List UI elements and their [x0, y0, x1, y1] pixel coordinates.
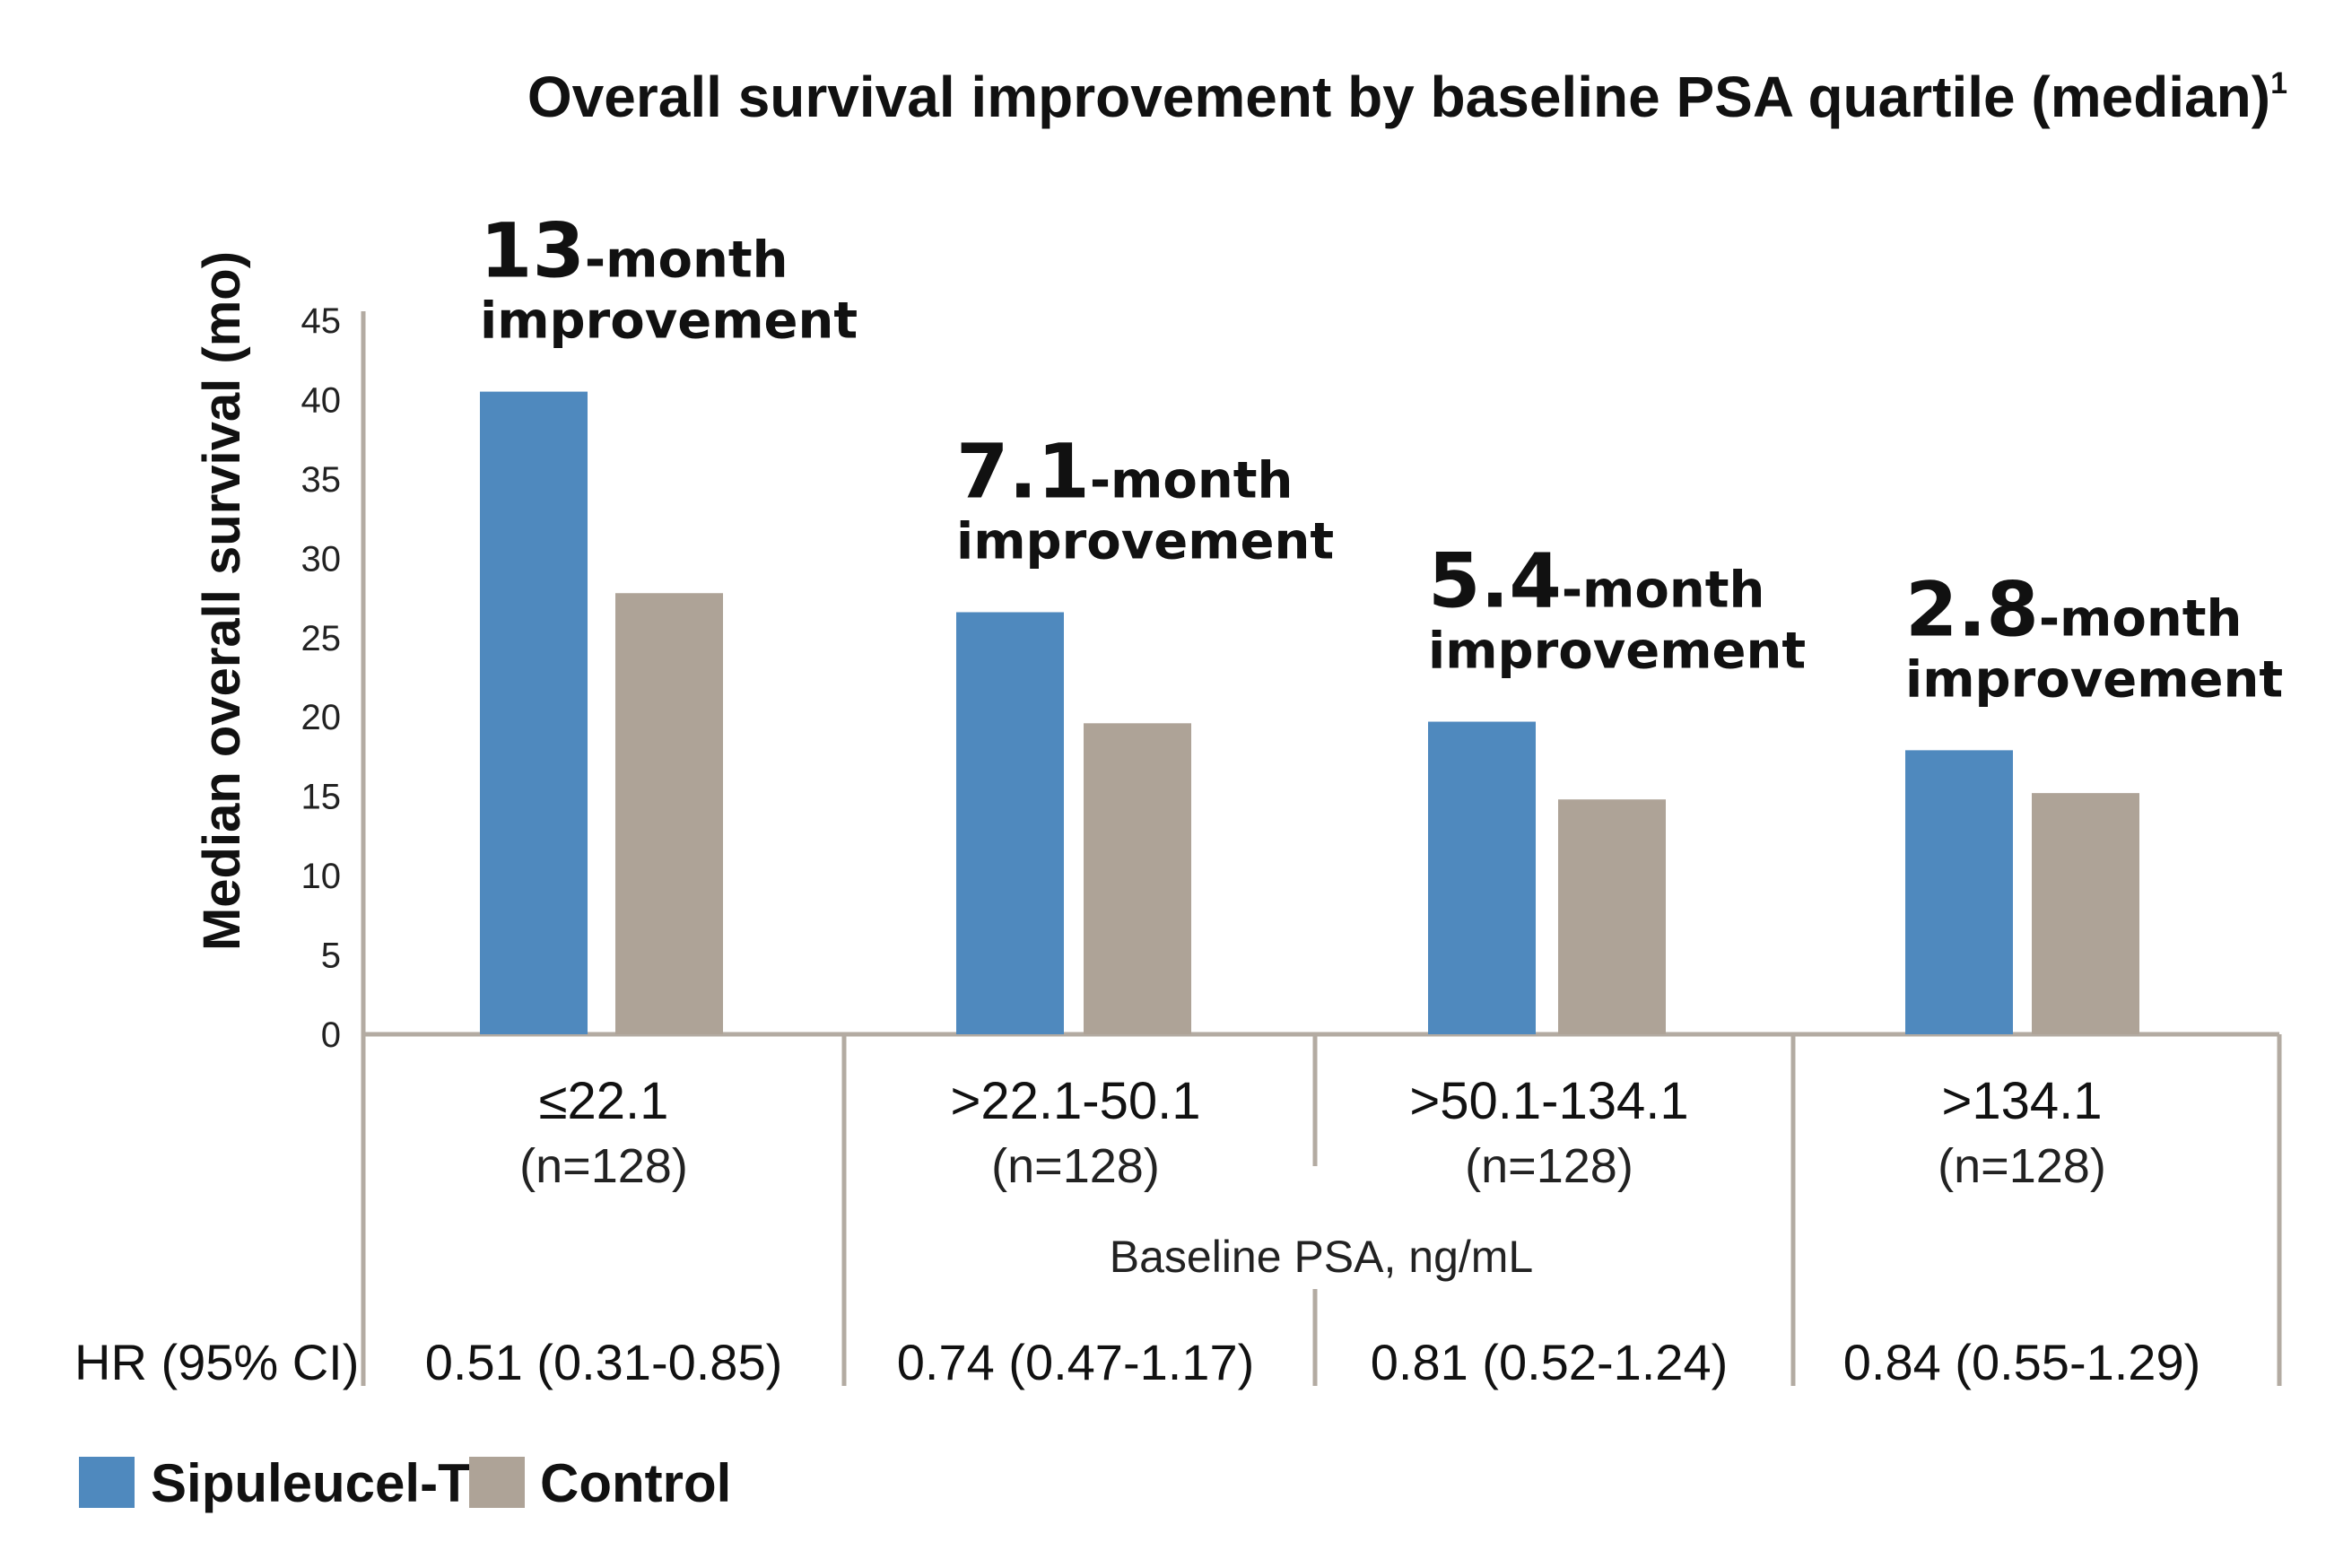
- hr-value: 0.81 (0.52-1.24): [1371, 1334, 1728, 1390]
- annotation-suffix: -month: [2039, 589, 2243, 648]
- category-n: (n=128): [519, 1139, 688, 1193]
- category-n: (n=128): [1465, 1139, 1633, 1193]
- bar-sipuleucel-t: [1428, 721, 1536, 1034]
- y-tick-label: 45: [301, 301, 342, 341]
- annotation-suffix: -month: [1562, 562, 1765, 620]
- title-superscript: 1: [2270, 66, 2287, 100]
- annotation-value: 13: [480, 207, 585, 295]
- annotation-line2: improvement: [956, 512, 1334, 571]
- y-tick-label: 25: [301, 619, 342, 658]
- annotation-line2: improvement: [1428, 623, 1806, 681]
- legend-label: Control: [540, 1453, 731, 1513]
- y-tick-label: 40: [301, 380, 342, 420]
- annotation-value: 7.1: [956, 427, 1090, 515]
- hr-values: 0.51 (0.31-0.85) 0.74 (0.47-1.17) 0.81 (0.…: [425, 1334, 2200, 1390]
- bar-sipuleucel-t: [956, 612, 1064, 1034]
- y-tick-label: 35: [301, 460, 342, 500]
- annotation-line2: improvement: [1905, 650, 2283, 709]
- bar-sipuleucel-t: [1905, 750, 2013, 1034]
- annotation-headline: 2.8-month: [1905, 565, 2242, 653]
- annotation-suffix: -month: [585, 231, 788, 290]
- y-tick-labels: 0 5 10 15 20 25 30 35 40 45: [301, 301, 342, 1055]
- category-n: (n=128): [1938, 1139, 2106, 1193]
- x-axis-label: Baseline PSA, ng/mL: [1110, 1232, 1534, 1282]
- bar-control: [615, 593, 723, 1034]
- bar-control: [1084, 723, 1191, 1034]
- y-tick-label: 20: [301, 698, 342, 737]
- annotation-value: 5.4: [1428, 537, 1562, 625]
- annotation-headline: 5.4-month: [1428, 537, 1764, 625]
- hr-value: 0.74 (0.47-1.17): [897, 1334, 1254, 1390]
- y-tick-label: 15: [301, 778, 342, 817]
- y-tick-label: 5: [321, 936, 341, 976]
- legend-swatch: [469, 1457, 525, 1508]
- category-n: (n=128): [991, 1139, 1160, 1193]
- bar-control: [2032, 793, 2139, 1034]
- y-tick-label: 30: [301, 539, 342, 579]
- category-label: >22.1-50.1: [951, 1072, 1201, 1130]
- annotation-value: 2.8: [1905, 565, 2039, 653]
- bar-control: [1558, 799, 1666, 1034]
- y-tick-label: 0: [321, 1015, 341, 1055]
- category-label: >134.1: [1941, 1072, 2102, 1130]
- y-tick-label: 10: [301, 857, 342, 896]
- legend-label: Sipuleucel-T: [151, 1453, 471, 1513]
- annotation-suffix: -month: [1090, 451, 1294, 510]
- annotation-headline: 7.1-month: [956, 427, 1293, 515]
- legend: Sipuleucel-T Control: [79, 1453, 731, 1513]
- legend-swatch: [79, 1457, 135, 1508]
- hr-value: 0.84 (0.55-1.29): [1843, 1334, 2200, 1390]
- hr-row-label: HR (95% CI): [74, 1334, 359, 1390]
- bar-sipuleucel-t: [480, 391, 588, 1035]
- annotation-headline: 13-month: [480, 207, 788, 295]
- y-axis-label: Median overall survival (mo): [193, 251, 251, 951]
- annotation-line2: improvement: [480, 292, 858, 351]
- chart-title: Overall survival improvement by baseline…: [527, 65, 2287, 129]
- category-label: ≤22.1: [539, 1072, 669, 1130]
- category-label: >50.1-134.1: [1409, 1072, 1688, 1130]
- bars: [480, 391, 2139, 1035]
- category-labels: ≤22.1 (n=128) >22.1-50.1 (n=128) >50.1-134.1…: [519, 1072, 2106, 1193]
- hr-value: 0.51 (0.31-0.85): [425, 1334, 782, 1390]
